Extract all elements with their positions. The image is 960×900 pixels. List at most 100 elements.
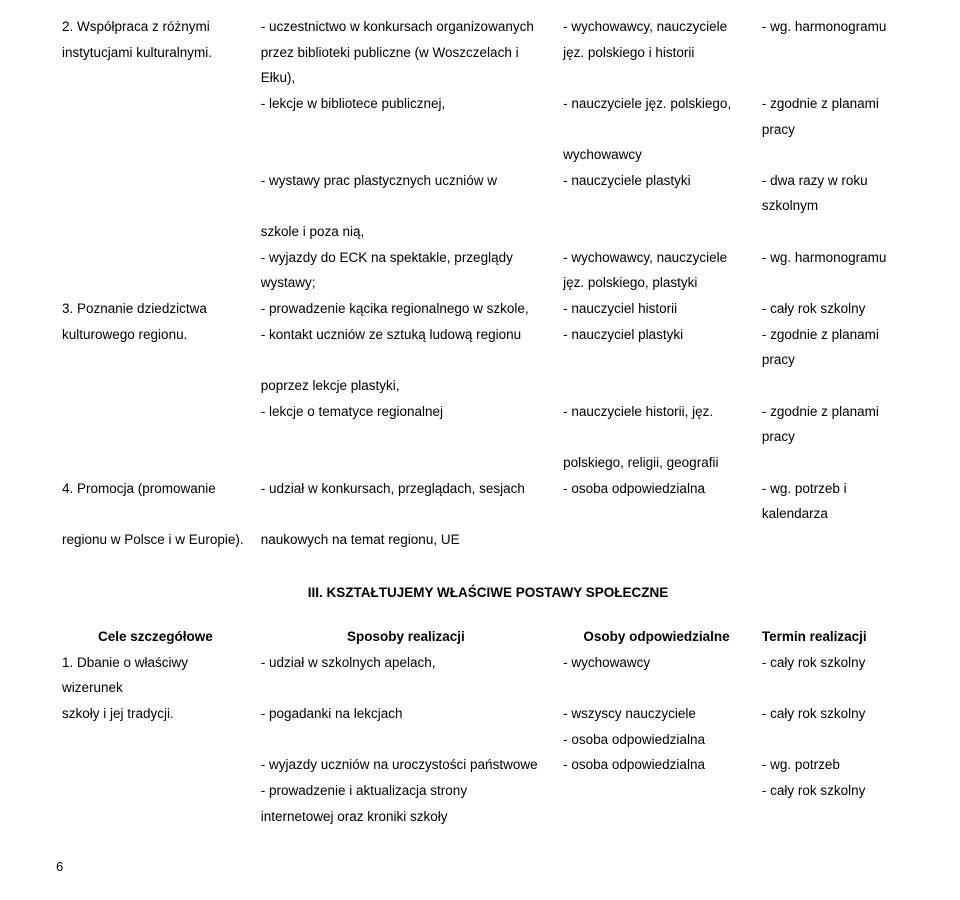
table-row: - prowadzenie i aktualizacja strony - cał… [56,778,920,804]
cell: - wg. potrzeb i kalendarza [756,476,920,527]
cell: - wg. harmonogramu [756,14,920,40]
cell: - nauczyciele jęz. polskiego, [557,91,756,142]
table-row: - lekcje w bibliotece publicznej,- naucz… [56,91,920,142]
cell: - prowadzenie i aktualizacja strony [255,778,557,804]
cell [56,727,255,753]
cell: - osoba odpowiedzialna [557,752,756,778]
cell [56,373,255,399]
cell: - wg. potrzeb [756,752,920,778]
table-row: Ełku), [56,65,920,91]
cell [756,219,920,245]
cell: - nauczyciel plastyki [557,322,756,373]
cell [255,727,557,753]
cell: regionu w Polsce i w Europie). [56,527,255,553]
cell: - udział w szkolnych apelach, [255,650,557,701]
cell: 2. Współpraca z różnymi [56,14,255,40]
cell: wychowawcy [557,142,756,168]
table-row: - wyjazdy do ECK na spektakle, przeglądy… [56,245,920,271]
table-section-3: Cele szczegółowe Sposoby realizacji Osob… [56,624,920,829]
cell [756,527,920,553]
table-row: szkoły i jej tradycji.- pogadanki na lek… [56,701,920,727]
cell: polskiego, religii, geografii [557,450,756,476]
cell: 3. Poznanie dziedzictwa [56,296,255,322]
cell: kulturowego regionu. [56,322,255,373]
cell: - lekcje w bibliotece publicznej, [255,91,557,142]
cell: - wszyscy nauczyciele [557,701,756,727]
cell [756,40,920,66]
cell [56,245,255,271]
cell: - zgodnie z planami pracy [756,91,920,142]
cell [557,527,756,553]
col-header-persons: Osoby odpowiedzialne [557,624,756,650]
cell [56,270,255,296]
cell [557,804,756,830]
cell: wystawy; [255,270,557,296]
cell: - zgodnie z planami pracy [756,399,920,450]
cell [557,373,756,399]
cell [756,727,920,753]
cell [756,65,920,91]
cell: - cały rok szkolny [756,778,920,804]
cell: 1. Dbanie o właściwy wizerunek [56,650,255,701]
cell: - nauczyciele plastyki [557,168,756,219]
section-3-title: III. KSZTAŁTUJEMY WŁAŚCIWE POSTAWY SPOŁE… [56,580,920,606]
table-row: szkole i poza nią, [56,219,920,245]
cell: - uczestnictwo w konkursach organizowany… [255,14,557,40]
cell: - dwa razy w roku szkolnym [756,168,920,219]
cell: przez biblioteki publiczne (w Woszczelac… [255,40,557,66]
cell: - cały rok szkolny [756,650,920,701]
col-header-goals: Cele szczegółowe [56,624,255,650]
cell [756,450,920,476]
cell: - nauczyciel historii [557,296,756,322]
table-row: poprzez lekcje plastyki, [56,373,920,399]
cell: Ełku), [255,65,557,91]
cell: jęz. polskiego i historii [557,40,756,66]
page-number: 6 [56,855,920,880]
cell: - wg. harmonogramu [756,245,920,271]
table-row: wystawy;jęz. polskiego, plastyki [56,270,920,296]
cell: - wyjazdy do ECK na spektakle, przeglądy [255,245,557,271]
cell [56,399,255,450]
cell: - prowadzenie kącika regionalnego w szko… [255,296,557,322]
table-row: polskiego, religii, geografii [56,450,920,476]
cell: - nauczyciele historii, jęz. [557,399,756,450]
cell [56,752,255,778]
table-row: - wyjazdy uczniów na uroczystości państw… [56,752,920,778]
table-section-2: 2. Współpraca z różnymi- uczestnictwo w … [56,14,920,552]
cell: - osoba odpowiedzialna [557,727,756,753]
cell [756,270,920,296]
cell [756,373,920,399]
cell: poprzez lekcje plastyki, [255,373,557,399]
cell: - kontakt uczniów ze sztuką ludową regio… [255,322,557,373]
cell: - lekcje o tematyce regionalnej [255,399,557,450]
table-row: - osoba odpowiedzialna [56,727,920,753]
cell: - wystawy prac plastycznych uczniów w [255,168,557,219]
col-header-term: Termin realizacji [756,624,920,650]
table-row: wychowawcy [56,142,920,168]
cell: - pogadanki na lekcjach [255,701,557,727]
cell: szkole i poza nią, [255,219,557,245]
table-row: kulturowego regionu.- kontakt uczniów ze… [56,322,920,373]
cell [756,804,920,830]
cell: instytucjami kulturalnymi. [56,40,255,66]
cell [56,450,255,476]
cell: internetowej oraz kroniki szkoły [255,804,557,830]
cell: - wychowawcy, nauczyciele [557,245,756,271]
cell [557,65,756,91]
col-header-methods: Sposoby realizacji [255,624,557,650]
cell: - wychowawcy [557,650,756,701]
table-row: 1. Dbanie o właściwy wizerunek- udział w… [56,650,920,701]
cell [255,142,557,168]
cell: - udział w konkursach, przeglądach, sesj… [255,476,557,527]
cell [56,65,255,91]
cell: - zgodnie z planami pracy [756,322,920,373]
cell: - cały rok szkolny [756,701,920,727]
cell [557,778,756,804]
cell [56,142,255,168]
cell: - wyjazdy uczniów na uroczystości państw… [255,752,557,778]
table-row: - lekcje o tematyce regionalnej- nauczyc… [56,399,920,450]
table-row: 4. Promocja (promowanie- udział w konkur… [56,476,920,527]
cell [255,450,557,476]
cell: - osoba odpowiedzialna [557,476,756,527]
cell: szkoły i jej tradycji. [56,701,255,727]
